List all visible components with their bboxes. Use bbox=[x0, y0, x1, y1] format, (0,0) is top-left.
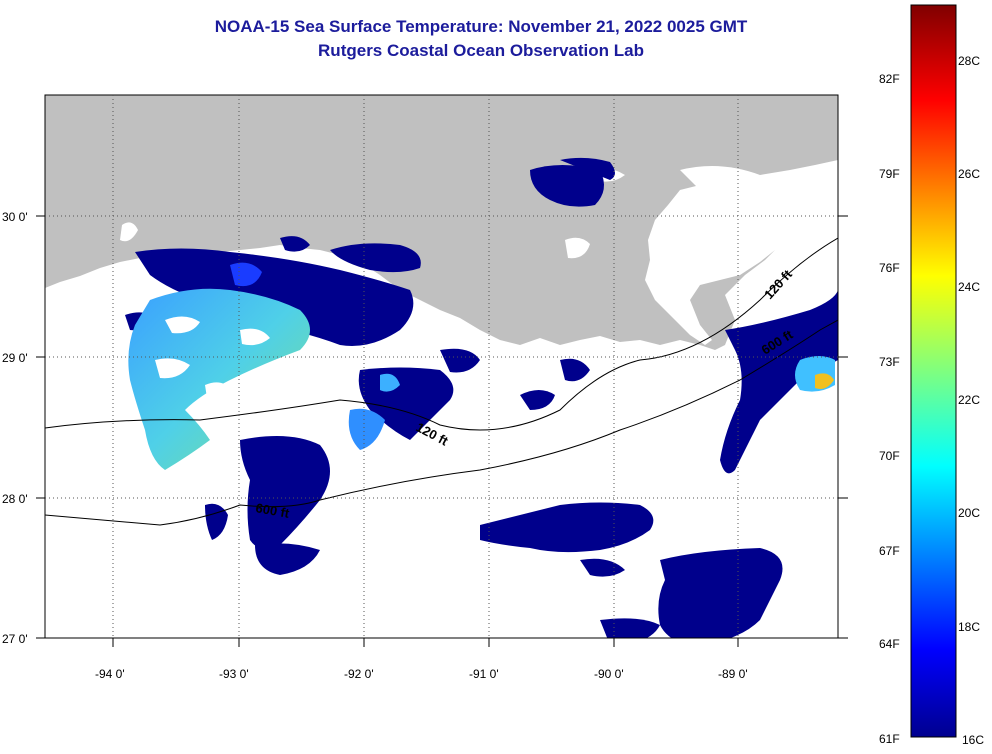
water-patch bbox=[230, 262, 262, 287]
colorbar-f-label: 67F bbox=[879, 544, 900, 558]
colorbar-f-label: 82F bbox=[879, 72, 900, 86]
lake bbox=[565, 237, 590, 259]
bay bbox=[680, 166, 760, 190]
lon-label: -94 0' bbox=[95, 667, 125, 681]
lat-label: 28 0' bbox=[2, 492, 28, 506]
lon-label: -91 0' bbox=[469, 667, 499, 681]
lon-label: -89 0' bbox=[718, 667, 748, 681]
graticule bbox=[45, 95, 838, 638]
colorbar-f-label: 70F bbox=[879, 449, 900, 463]
tick-marks bbox=[36, 215, 848, 647]
bay bbox=[120, 222, 138, 242]
colorbar-f-label: 79F bbox=[879, 167, 900, 181]
lat-label: 29 0' bbox=[2, 351, 28, 365]
lon-label: -90 0' bbox=[594, 667, 624, 681]
depth-contours bbox=[45, 237, 838, 526]
lat-label: 30 0' bbox=[2, 210, 28, 224]
water-patch bbox=[380, 373, 400, 392]
water-patch bbox=[348, 408, 385, 450]
lon-label: -93 0' bbox=[219, 667, 249, 681]
colorbar-f-label: 61F bbox=[879, 732, 900, 746]
map-border bbox=[44, 94, 839, 639]
colorbar-c-label: 18C bbox=[958, 620, 981, 634]
colorbar-c-label: 22C bbox=[958, 393, 981, 407]
contour-label: 600 ft bbox=[254, 500, 291, 521]
lon-label: -92 0' bbox=[344, 667, 374, 681]
colorbar-c-label: 24C bbox=[958, 280, 981, 294]
colorbar-c-label: 26C bbox=[958, 167, 981, 181]
map-title: NOAA-15 Sea Surface Temperature: Novembe… bbox=[214, 17, 748, 36]
colorbar bbox=[910, 4, 957, 738]
cloud-gaps bbox=[155, 316, 270, 399]
lat-label: 27 0' bbox=[2, 632, 28, 646]
water-patch bbox=[815, 373, 834, 389]
land-mass bbox=[45, 95, 838, 350]
colorbar-f-label: 64F bbox=[879, 637, 900, 651]
colorbar-f-label: 76F bbox=[879, 261, 900, 275]
colorbar-c-label: 28C bbox=[958, 54, 981, 68]
colorbar-c-label: 20C bbox=[958, 506, 981, 520]
colorbar-c-label: 16C bbox=[962, 733, 985, 747]
map-subtitle: Rutgers Coastal Ocean Observation Lab bbox=[318, 41, 644, 60]
colorbar-f-label: 73F bbox=[879, 355, 900, 369]
